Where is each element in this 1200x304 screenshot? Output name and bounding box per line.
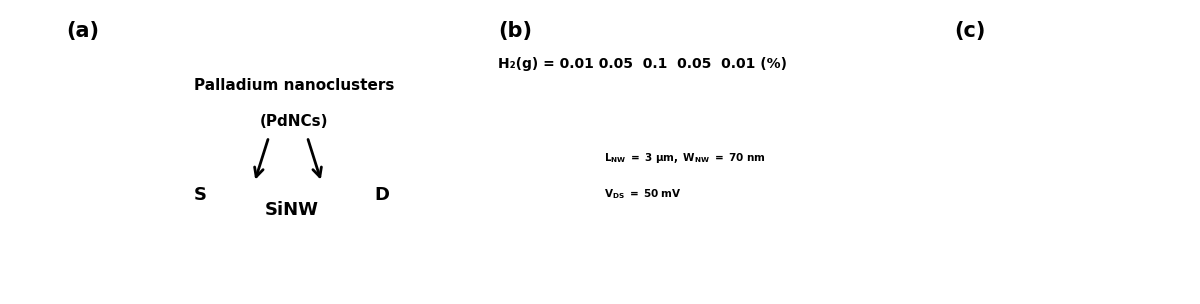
Text: (c): (c) [954, 21, 985, 41]
Text: SiNW: SiNW [264, 201, 319, 219]
Text: (b): (b) [498, 21, 532, 41]
Text: $\mathbf{V_{DS}}$$\mathbf{\ =\ 50\ mV}$: $\mathbf{V_{DS}}$$\mathbf{\ =\ 50\ mV}$ [604, 188, 682, 202]
Text: (PdNCs): (PdNCs) [259, 114, 329, 129]
Text: D: D [374, 185, 389, 204]
Text: H₂(g) = 0.01 0.05  0.1  0.05  0.01 (%): H₂(g) = 0.01 0.05 0.1 0.05 0.01 (%) [498, 57, 786, 71]
Text: $\mathbf{L_{NW}}$$\mathbf{\ =\ 3\ \mu m,\ W_{NW}\ =\ 70\ nm}$: $\mathbf{L_{NW}}$$\mathbf{\ =\ 3\ \mu m,… [604, 151, 766, 165]
Text: S: S [194, 185, 206, 204]
Text: Palladium nanoclusters: Palladium nanoclusters [194, 78, 394, 93]
Text: (a): (a) [66, 21, 98, 41]
